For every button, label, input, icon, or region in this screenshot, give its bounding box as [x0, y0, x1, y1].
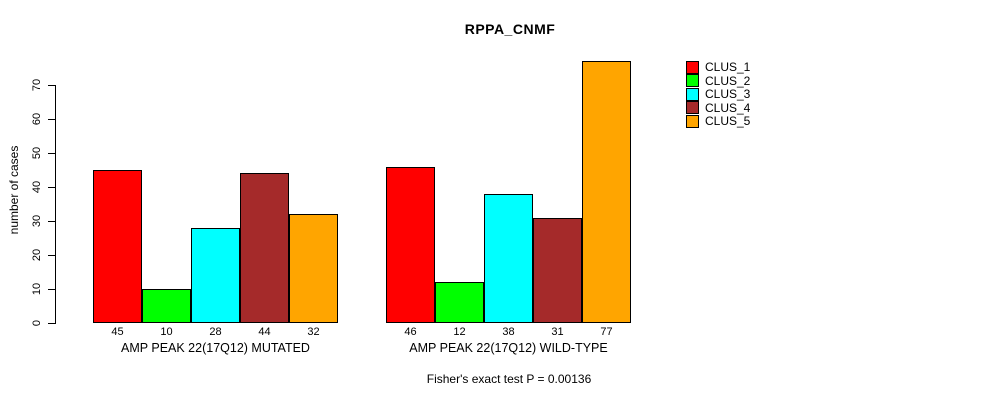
bar-clus_2	[142, 289, 191, 323]
legend-swatch-icon	[686, 60, 699, 74]
y-tick-label: 60	[31, 112, 43, 126]
legend-item-clus_4: CLUS_4	[686, 100, 751, 115]
bar-clus_4	[533, 218, 582, 323]
bar-value-label: 38	[502, 326, 515, 338]
x-group-label-wildtype: AMP PEAK 22(17Q12) WILD-TYPE	[409, 341, 608, 355]
y-axis-line	[55, 85, 56, 324]
legend-item-clus_2: CLUS_2	[686, 73, 751, 88]
y-tick-label: 70	[31, 78, 43, 92]
bar-value-label: 12	[453, 326, 466, 338]
legend-label: CLUS_5	[705, 114, 751, 128]
y-tick-mark	[48, 255, 55, 256]
bar-clus_2	[435, 282, 484, 323]
bar-value-label: 46	[404, 326, 417, 338]
bar-clus_4	[240, 173, 289, 323]
legend-item-clus_3: CLUS_3	[686, 87, 751, 101]
y-tick-mark	[48, 153, 55, 154]
y-tick-label: 50	[31, 146, 43, 160]
legend-label: CLUS_2	[705, 73, 751, 88]
legend-item-clus_5: CLUS_5	[686, 114, 751, 128]
bar-clus_3	[484, 194, 533, 323]
bar-clus_1	[93, 170, 142, 323]
bar-value-label: 44	[258, 326, 271, 338]
bar-clus_5	[289, 214, 338, 323]
bar-value-label: 31	[551, 326, 564, 338]
chart-title: RPPA_CNMF	[464, 21, 556, 37]
legend-swatch-icon	[686, 101, 699, 114]
y-tick-label: 30	[31, 214, 43, 228]
y-tick-mark	[48, 119, 55, 120]
bar-value-label: 45	[111, 326, 124, 338]
y-tick-label: 10	[31, 282, 43, 296]
y-tick-mark	[48, 187, 55, 188]
y-tick-label: 20	[31, 248, 43, 262]
y-tick-mark	[48, 323, 55, 324]
legend-swatch-icon	[686, 74, 699, 87]
y-tick-label: 40	[31, 180, 43, 194]
legend-label: CLUS_4	[705, 100, 751, 115]
bar-value-label: 77	[600, 326, 613, 338]
bar-value-label: 10	[160, 326, 173, 338]
legend-swatch-icon	[686, 87, 699, 101]
bar-clus_3	[191, 228, 240, 323]
x-group-label-mutated: AMP PEAK 22(17Q12) MUTATED	[121, 341, 310, 355]
y-tick-mark	[48, 85, 55, 86]
bar-clus_1	[386, 167, 435, 323]
bar-clus_5	[582, 61, 631, 323]
legend-item-clus_1: CLUS_1	[686, 60, 751, 74]
y-tick-mark	[48, 289, 55, 290]
legend-label: CLUS_1	[705, 60, 751, 74]
legend-swatch-icon	[686, 114, 699, 128]
legend: CLUS_1 CLUS_2 CLUS_3 CLUS_4 CLUS_5	[686, 60, 751, 128]
fisher-test-annotation: Fisher's exact test P = 0.00136	[426, 372, 592, 386]
y-tick-label: 0	[31, 319, 43, 327]
bar-value-label: 28	[209, 326, 222, 338]
bar-value-label: 32	[307, 326, 320, 338]
y-axis-label: number of cases	[7, 145, 21, 235]
y-tick-mark	[48, 221, 55, 222]
legend-label: CLUS_3	[705, 87, 751, 101]
